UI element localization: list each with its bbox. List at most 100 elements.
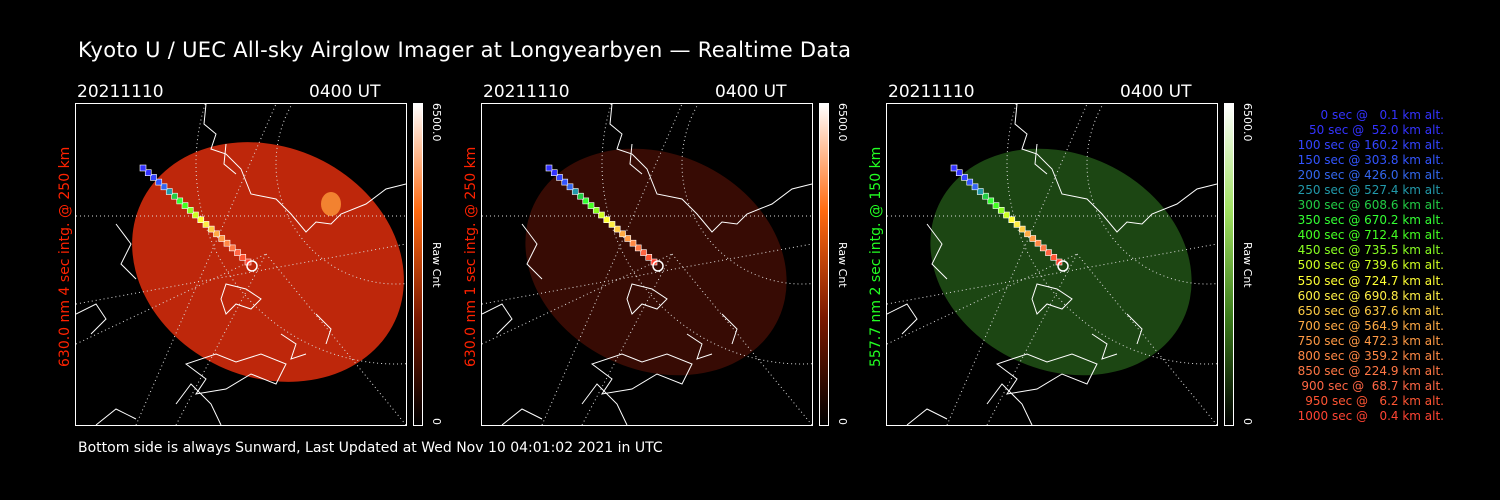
legend-row: 900 sec @ 68.7 km alt. bbox=[1301, 378, 1444, 393]
trajectory-marker bbox=[966, 178, 974, 186]
trajectory-marker bbox=[961, 174, 968, 181]
trajectory-marker bbox=[186, 207, 194, 214]
trajectory-marker bbox=[598, 211, 605, 219]
coastlines bbox=[482, 104, 812, 425]
trajectory-track bbox=[139, 164, 258, 272]
trajectory-marker bbox=[144, 169, 152, 176]
trajectory-marker bbox=[587, 202, 595, 209]
trajectory-marker bbox=[171, 192, 178, 200]
colorbar-max: 6500.0 bbox=[836, 103, 849, 142]
colorbar-min: 0 bbox=[1241, 418, 1254, 425]
trajectory-track bbox=[950, 164, 1069, 272]
trajectory-end-marker bbox=[1057, 260, 1069, 272]
legend-row: 850 sec @ 224.9 km alt. bbox=[1297, 363, 1444, 378]
trajectory-marker bbox=[582, 197, 590, 205]
legend-row: 800 sec @ 359.2 km alt. bbox=[1297, 348, 1444, 363]
trajectory-marker bbox=[1013, 221, 1021, 228]
trajectory-marker bbox=[165, 188, 173, 195]
panel-ylabel: 557.7 nm 2 sec intg. @ 150 km bbox=[868, 146, 884, 367]
trajectory-marker bbox=[155, 178, 163, 186]
trajectory-marker bbox=[1008, 216, 1016, 223]
grid-lines bbox=[887, 104, 1217, 425]
trajectory-marker bbox=[566, 183, 574, 191]
trajectory-marker bbox=[1034, 239, 1042, 247]
allsky-map bbox=[887, 104, 1217, 425]
allsky-image-panel bbox=[886, 103, 1218, 426]
trajectory-marker bbox=[239, 254, 247, 261]
trajectory-marker bbox=[150, 174, 157, 181]
legend-row: 200 sec @ 426.0 km alt. bbox=[1297, 168, 1444, 183]
trajectory-marker bbox=[619, 230, 626, 238]
panel-time: 0400 UT bbox=[309, 82, 381, 102]
trajectory-marker bbox=[571, 188, 579, 195]
trajectory-marker bbox=[218, 235, 226, 242]
legend-row: 950 sec @ 6.2 km alt. bbox=[1305, 393, 1444, 408]
legend-row: 600 sec @ 690.8 km alt. bbox=[1297, 288, 1444, 303]
legend-row: 0 sec @ 0.1 km alt. bbox=[1320, 108, 1445, 122]
allsky-map bbox=[76, 104, 406, 425]
page-title: Kyoto U / UEC All-sky Airglow Imager at … bbox=[78, 38, 852, 62]
legend-row: 150 sec @ 303.8 km alt. bbox=[1297, 153, 1444, 168]
trajectory-marker bbox=[1029, 235, 1037, 242]
trajectory-marker bbox=[634, 244, 642, 252]
trajectory-marker bbox=[160, 183, 168, 191]
trajectory-marker bbox=[202, 221, 210, 228]
trajectory-track bbox=[545, 164, 664, 272]
trajectory-marker bbox=[976, 188, 984, 195]
trajectory-marker bbox=[592, 207, 600, 214]
trajectory-marker bbox=[971, 183, 979, 191]
legend-row: 50 sec @ 52.0 km alt. bbox=[1309, 123, 1444, 138]
coastlines bbox=[76, 104, 406, 425]
grid-lines bbox=[482, 104, 812, 425]
colorbar-unit: Raw Cnt bbox=[430, 242, 443, 288]
trajectory-marker bbox=[987, 197, 995, 205]
trajectory-marker bbox=[640, 249, 647, 256]
colorbar-max: 6500.0 bbox=[430, 103, 443, 142]
trajectory-end-marker bbox=[246, 260, 258, 272]
grid-lines bbox=[76, 104, 406, 425]
legend-row: 400 sec @ 712.4 km alt. bbox=[1297, 228, 1444, 243]
trajectory-marker bbox=[1039, 244, 1047, 252]
trajectory-marker bbox=[1003, 211, 1010, 219]
trajectory-marker bbox=[955, 169, 963, 176]
legend-row: 250 sec @ 527.4 km alt. bbox=[1297, 183, 1444, 198]
trajectory-marker bbox=[545, 164, 553, 172]
coastlines bbox=[887, 104, 1217, 425]
panel-ylabel: 630.0 nm 1 sec intg. @ 250 km bbox=[463, 146, 479, 367]
colorbar-unit: Raw Cnt bbox=[836, 242, 849, 288]
allsky-map bbox=[482, 104, 812, 425]
colorbar bbox=[413, 103, 423, 426]
trajectory-marker bbox=[1050, 254, 1058, 261]
trajectory-marker bbox=[192, 211, 199, 219]
legend-row: 500 sec @ 739.6 km alt. bbox=[1297, 258, 1444, 273]
colorbar-unit: Raw Cnt bbox=[1241, 242, 1254, 288]
trajectory-marker bbox=[223, 239, 231, 247]
trajectory-marker bbox=[228, 244, 236, 252]
trajectory-marker bbox=[181, 202, 189, 209]
trajectory-marker bbox=[1045, 249, 1052, 256]
trajectory-marker bbox=[624, 235, 632, 242]
trajectory-end-marker bbox=[652, 260, 664, 272]
allsky-image-panel bbox=[75, 103, 407, 426]
trajectory-marker bbox=[950, 164, 958, 172]
colorbar-min: 0 bbox=[836, 418, 849, 425]
trajectory-marker bbox=[577, 192, 584, 200]
trajectory-marker bbox=[645, 254, 653, 261]
aurora-spot bbox=[321, 192, 341, 216]
legend-row: 750 sec @ 472.3 km alt. bbox=[1297, 333, 1444, 348]
panel-time: 0400 UT bbox=[1120, 82, 1192, 102]
legend-row: 450 sec @ 735.5 km alt. bbox=[1297, 243, 1444, 258]
panel-date: 20211110 bbox=[888, 82, 975, 102]
trajectory-marker bbox=[176, 197, 184, 205]
trajectory-marker bbox=[603, 216, 611, 223]
trajectory-marker bbox=[608, 221, 616, 228]
trajectory-legend: 0 sec @ 0.1 km alt. 50 sec @ 52.0 km alt.… bbox=[1262, 108, 1444, 424]
legend-row: 550 sec @ 724.7 km alt. bbox=[1297, 273, 1444, 288]
legend-row: 1000 sec @ 0.4 km alt. bbox=[1297, 408, 1444, 423]
trajectory-marker bbox=[213, 230, 220, 238]
trajectory-marker bbox=[1024, 230, 1031, 238]
trajectory-marker bbox=[561, 178, 569, 186]
trajectory-marker bbox=[613, 225, 621, 233]
airglow-image-disc bbox=[930, 148, 1192, 376]
panel-date: 20211110 bbox=[483, 82, 570, 102]
